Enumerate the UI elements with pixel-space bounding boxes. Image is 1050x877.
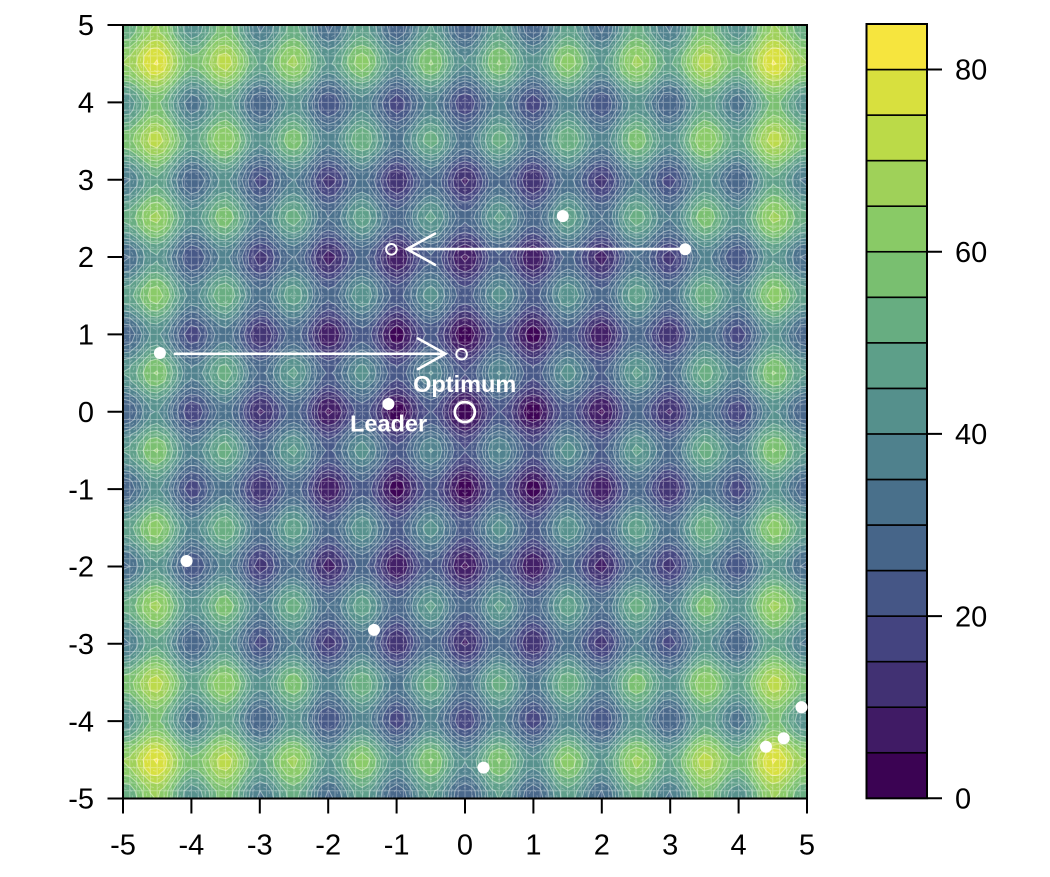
svg-text:4: 4 <box>731 829 747 861</box>
svg-text:3: 3 <box>78 165 94 197</box>
svg-text:-4: -4 <box>68 706 94 738</box>
svg-text:-4: -4 <box>179 829 205 861</box>
svg-text:-1: -1 <box>384 829 410 861</box>
svg-text:0: 0 <box>955 784 971 816</box>
svg-text:2: 2 <box>78 242 94 274</box>
svg-text:5: 5 <box>78 10 94 42</box>
svg-text:20: 20 <box>955 601 987 633</box>
svg-text:3: 3 <box>662 829 678 861</box>
svg-text:Optimum: Optimum <box>413 371 516 397</box>
svg-text:60: 60 <box>955 237 987 269</box>
svg-text:1: 1 <box>78 320 94 352</box>
svg-text:40: 40 <box>955 419 987 451</box>
svg-text:-5: -5 <box>110 829 136 861</box>
svg-text:1: 1 <box>525 829 541 861</box>
svg-text:0: 0 <box>78 397 94 429</box>
svg-text:-3: -3 <box>247 829 273 861</box>
svg-text:4: 4 <box>78 88 94 120</box>
svg-text:-2: -2 <box>68 552 94 584</box>
svg-text:80: 80 <box>955 55 987 87</box>
svg-text:5: 5 <box>799 829 815 861</box>
svg-text:-5: -5 <box>68 784 94 816</box>
svg-text:2: 2 <box>594 829 610 861</box>
svg-text:Leader: Leader <box>350 411 427 437</box>
svg-text:-2: -2 <box>315 829 341 861</box>
svg-text:-1: -1 <box>68 474 94 506</box>
svg-text:-3: -3 <box>68 629 94 661</box>
svg-text:0: 0 <box>457 829 473 861</box>
